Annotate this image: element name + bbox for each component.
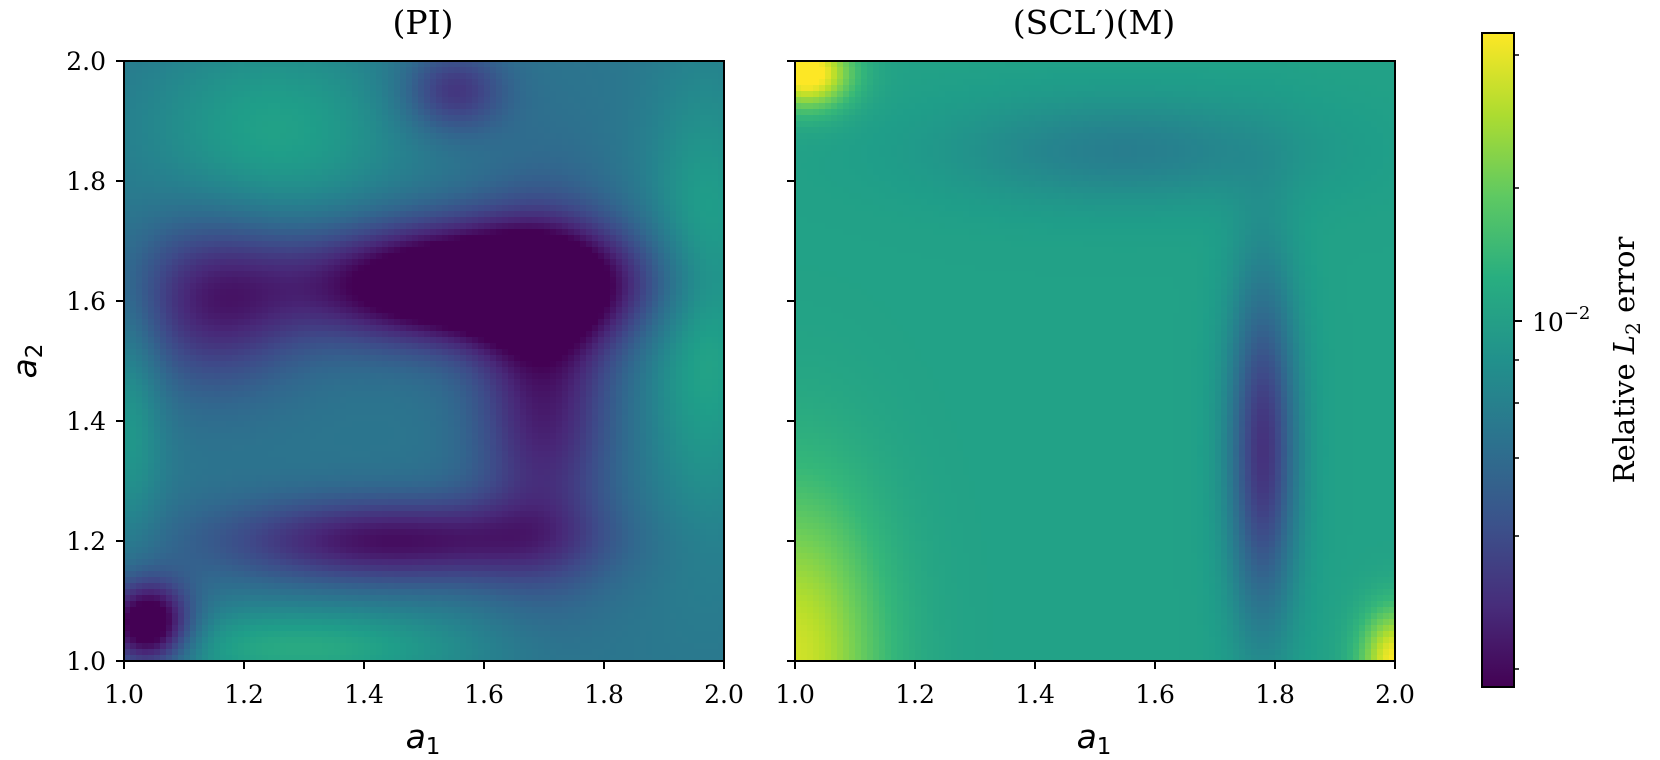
x-tick-label: 1.0 [104,680,144,709]
colorbar-label-var: L [1607,335,1641,355]
x-tick-label: 1.8 [584,680,624,709]
panel-pi: (PI) 1.0 1.2 1.4 1.6 1.8 2.0 [5,3,744,760]
y-tick-label: 1.4 [66,407,106,436]
colorbar-label-sub: 2 [1621,322,1645,335]
y-axis-label-var: a [5,358,44,378]
x-axis-label-sub: 1 [1097,734,1112,760]
colorbar-label-prefix: Relative [1607,354,1641,483]
x-tick-label: 1.0 [775,680,815,709]
x-tick-label: 1.4 [1015,680,1055,709]
plot-frame-sclm [794,60,1396,662]
x-tick-label: 1.6 [1135,680,1175,709]
heatmap-sclm-container [795,61,1395,661]
y-axis-sclm [787,60,795,662]
panel-sclm-title: (SCL′)(M) [1013,3,1176,42]
x-tick-label: 1.2 [895,680,935,709]
y-tick-label: 1.0 [66,647,106,676]
colorbar-minor-ticks [1514,54,1519,670]
heatmap-pi-container [124,61,724,661]
x-tick-label: 1.2 [224,680,264,709]
x-tick-label: 2.0 [1375,680,1415,709]
heatmap-pi [124,61,724,661]
panel-sclm: (SCL′)(M) 1.0 1.2 1.4 1.6 1.8 2 [775,3,1415,760]
y-axis-pi: 1.0 1.2 1.4 1.6 1.8 2.0 [66,47,124,676]
colorbar-tick-exp: −2 [1564,303,1591,324]
y-tick-label: 1.8 [66,167,106,196]
colorbar-label: Relative L2 error [1607,237,1645,484]
colorbar-tick-base: 10 [1532,308,1564,337]
x-axis-label-sub: 1 [426,734,441,760]
colorbar-tick-label: 10−2 [1532,303,1590,337]
x-tick-label: 1.8 [1255,680,1295,709]
plot-frame-pi [123,60,725,662]
x-tick-label: 2.0 [704,680,744,709]
x-axis-label-var: a [1077,717,1097,756]
panel-pi-title: (PI) [393,3,454,42]
colorbar: 10−2 Relative L2 error [1481,32,1645,688]
y-tick-label: 2.0 [66,47,106,76]
y-axis-label-pi: a2 [5,344,48,379]
x-axis-label-pi: a1 [406,717,441,760]
y-tick-label: 1.6 [66,287,106,316]
x-tick-label: 1.6 [464,680,504,709]
y-axis-label-sub: 2 [22,344,48,359]
y-tick-label: 1.2 [66,527,106,556]
heatmap-sclm [795,61,1395,661]
x-tick-label: 1.4 [344,680,384,709]
x-axis-pi: 1.0 1.2 1.4 1.6 1.8 2.0 [104,661,744,709]
x-axis-sclm: 1.0 1.2 1.4 1.6 1.8 2.0 [775,661,1415,709]
x-axis-label-sclm: a1 [1077,717,1112,760]
colorbar-gradient [1482,33,1514,687]
colorbar-label-suffix: error [1607,237,1641,323]
x-axis-label-var: a [406,717,426,756]
